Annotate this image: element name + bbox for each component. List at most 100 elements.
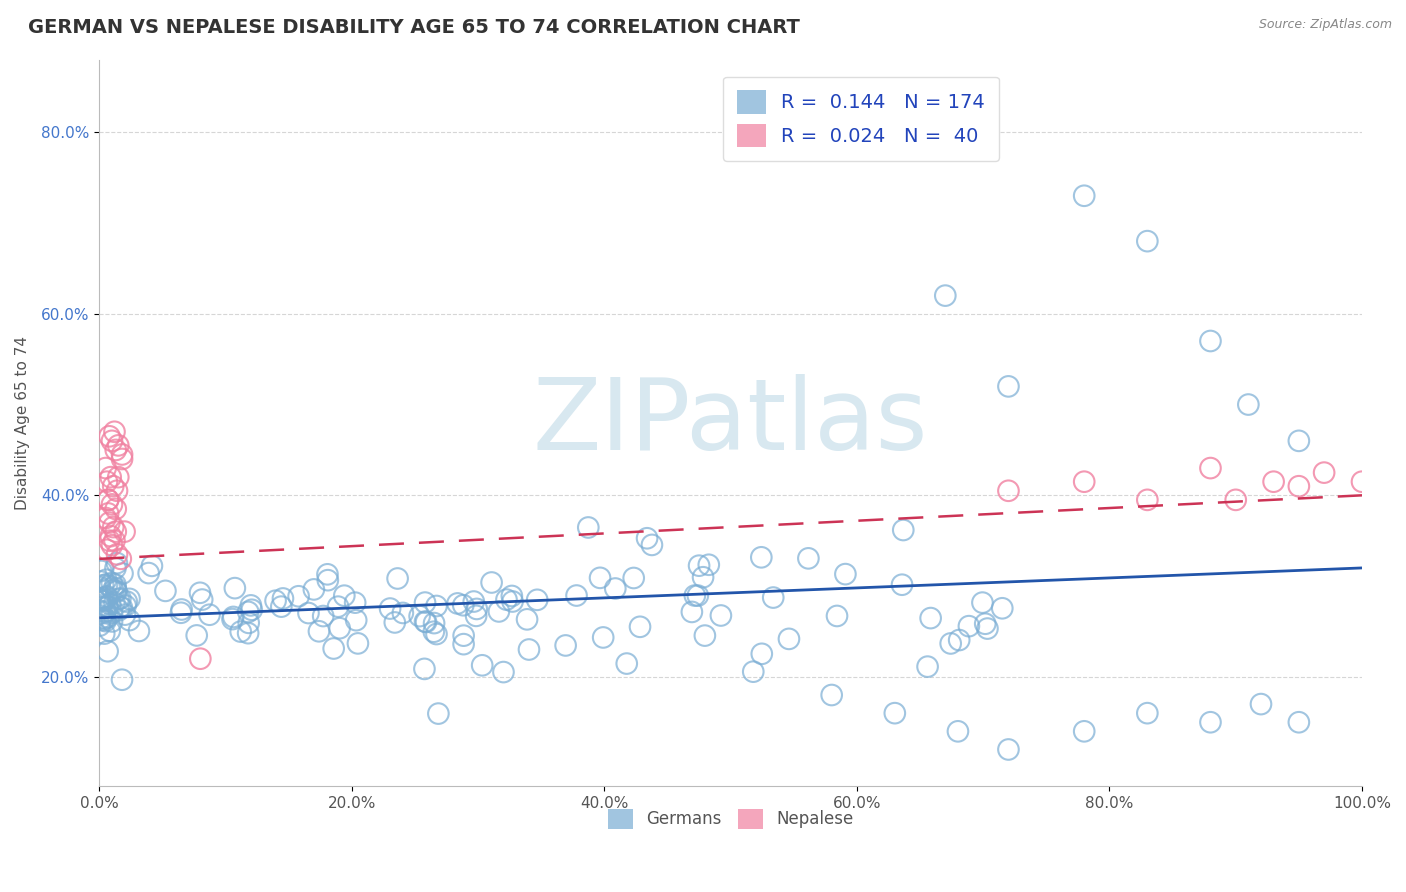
Point (91, 613, 114, 627)
Point (751, 647, 773, 661)
Point (271, 591, 294, 606)
Point (576, 520, 599, 534)
Point (1073, 188, 1095, 202)
Point (94, 461, 117, 475)
Y-axis label: Disability Age 65 to 74: Disability Age 65 to 74 (15, 335, 30, 509)
Point (91, 578, 114, 592)
Point (111, 673, 134, 687)
Point (991, 601, 1014, 615)
Point (141, 558, 163, 573)
Point (103, 520, 125, 534)
Point (517, 642, 540, 657)
Point (98, 533, 121, 548)
Point (111, 452, 134, 467)
Point (413, 662, 436, 676)
Point (240, 603, 263, 617)
Point (972, 596, 994, 610)
Point (413, 596, 436, 610)
Point (101, 606, 124, 620)
Point (104, 561, 127, 575)
Point (98, 516, 121, 530)
Point (238, 615, 260, 630)
Point (683, 589, 706, 603)
Point (97, 492, 120, 507)
Point (104, 577, 127, 591)
Point (957, 619, 980, 633)
Point (329, 621, 352, 635)
Point (427, 706, 450, 721)
Point (100, 529, 122, 543)
Point (89, 600, 111, 615)
Point (384, 615, 406, 630)
Point (1263, 475, 1285, 489)
Point (308, 624, 330, 639)
Point (97, 610, 120, 624)
Point (100, 470, 122, 484)
Point (1225, 492, 1247, 507)
Point (198, 607, 221, 622)
Point (96, 600, 118, 615)
Point (749, 550, 772, 565)
Point (616, 657, 638, 671)
Point (423, 616, 446, 631)
Point (105, 547, 128, 561)
Point (90, 564, 112, 578)
Point (641, 538, 664, 552)
Point (191, 592, 214, 607)
Point (155, 583, 177, 598)
Point (891, 578, 914, 592)
Point (554, 639, 576, 653)
Point (623, 571, 645, 585)
Point (105, 483, 128, 498)
Point (636, 531, 658, 545)
Point (239, 599, 262, 613)
Point (891, 523, 914, 537)
Point (502, 594, 524, 608)
Point (302, 582, 325, 597)
Point (997, 742, 1019, 756)
Point (516, 612, 538, 626)
Point (565, 589, 588, 603)
Point (170, 602, 193, 616)
Point (1136, 706, 1159, 721)
Point (89, 574, 111, 589)
Point (415, 615, 437, 629)
Point (821, 688, 844, 702)
Point (287, 589, 309, 603)
Point (920, 611, 942, 625)
Point (697, 558, 720, 572)
Point (425, 599, 447, 613)
Point (91, 591, 114, 605)
Point (115, 594, 138, 608)
Point (114, 607, 136, 622)
Point (976, 622, 998, 636)
Point (97, 644, 120, 658)
Point (797, 551, 820, 566)
Point (96, 591, 118, 605)
Point (186, 628, 208, 642)
Point (138, 566, 160, 580)
Point (110, 552, 132, 566)
Point (742, 665, 765, 679)
Point (423, 624, 446, 639)
Point (89, 580, 111, 594)
Point (312, 609, 335, 624)
Point (316, 573, 339, 587)
Point (96, 590, 118, 604)
Point (1250, 697, 1272, 711)
Point (326, 599, 349, 614)
Point (105, 584, 128, 599)
Point (693, 629, 716, 643)
Point (322, 641, 344, 656)
Point (934, 288, 956, 302)
Point (128, 624, 150, 638)
Point (91, 562, 114, 576)
Point (103, 425, 125, 439)
Point (114, 524, 136, 539)
Point (1288, 715, 1310, 730)
Point (110, 599, 132, 614)
Point (93, 626, 115, 640)
Point (344, 613, 367, 627)
Point (495, 592, 517, 607)
Point (111, 566, 134, 581)
